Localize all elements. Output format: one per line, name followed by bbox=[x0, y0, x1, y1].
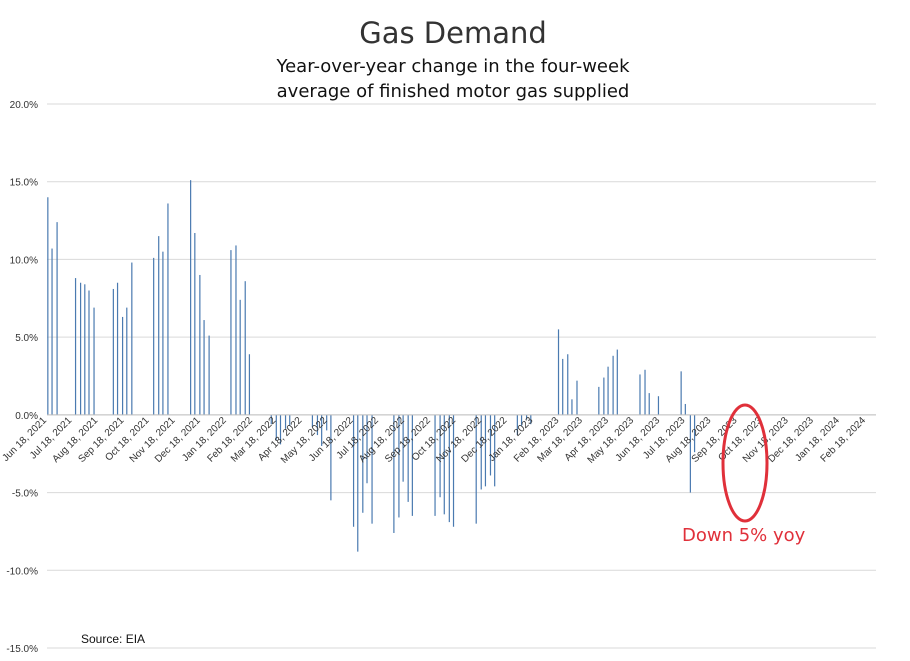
y-tick-label: -15.0% bbox=[6, 644, 38, 655]
bar bbox=[489, 414, 492, 476]
bar bbox=[162, 251, 164, 415]
bar bbox=[167, 203, 169, 415]
bar bbox=[443, 414, 445, 515]
chart-subtitle-line-2: average of finished motor gas supplied bbox=[276, 81, 630, 102]
bar bbox=[121, 316, 124, 415]
bar bbox=[326, 414, 328, 431]
y-axis-tick-labels: 20.0% 15.0% 10.0% 5.0% 0.0% -5.0% -10.0% -15.0% bbox=[6, 100, 38, 655]
bar bbox=[248, 354, 251, 415]
bar bbox=[190, 180, 192, 415]
bar bbox=[74, 278, 77, 415]
bar bbox=[571, 399, 573, 415]
bar bbox=[311, 414, 314, 428]
bar bbox=[194, 233, 196, 415]
bar bbox=[693, 414, 696, 453]
bar bbox=[126, 307, 128, 415]
bar bbox=[516, 414, 518, 436]
bar bbox=[316, 414, 319, 436]
bar bbox=[407, 414, 409, 502]
bar bbox=[657, 396, 660, 415]
bar bbox=[475, 414, 477, 524]
bar bbox=[557, 329, 560, 415]
bar bbox=[398, 414, 400, 518]
bar bbox=[84, 284, 86, 415]
bar bbox=[158, 236, 160, 415]
bar bbox=[494, 414, 496, 487]
bar bbox=[616, 349, 618, 415]
bar bbox=[330, 414, 332, 501]
bar bbox=[607, 366, 609, 415]
bar bbox=[352, 414, 355, 527]
chart-title: Gas Demand bbox=[359, 16, 547, 50]
bar bbox=[439, 414, 441, 498]
bar bbox=[79, 282, 82, 415]
y-tick-label: 5.0% bbox=[15, 333, 38, 344]
bar bbox=[239, 299, 241, 415]
bar bbox=[393, 414, 395, 533]
annotation-label: Down 5% yoy bbox=[682, 525, 806, 546]
bar bbox=[525, 414, 528, 420]
source-note: Source: EIA bbox=[81, 632, 146, 646]
bar bbox=[357, 414, 359, 552]
bar bbox=[411, 414, 413, 516]
bar bbox=[51, 248, 53, 415]
bar bbox=[603, 377, 605, 415]
bar bbox=[684, 403, 686, 415]
chart-subtitle-line-1: Year-over-year change in the four-week bbox=[276, 56, 630, 77]
bar bbox=[56, 222, 58, 415]
bar bbox=[480, 414, 482, 490]
bar bbox=[644, 369, 646, 415]
bar bbox=[112, 288, 114, 415]
bar bbox=[279, 414, 282, 445]
y-tick-label: -5.0% bbox=[12, 489, 38, 500]
bar bbox=[680, 371, 682, 415]
bar bbox=[530, 414, 532, 425]
bar bbox=[366, 414, 368, 484]
bars bbox=[47, 180, 696, 552]
highlight-circle bbox=[721, 403, 769, 523]
bar bbox=[208, 335, 210, 415]
bar bbox=[448, 414, 450, 523]
y-tick-label: 15.0% bbox=[10, 178, 38, 189]
bar bbox=[131, 262, 133, 415]
bar bbox=[689, 414, 691, 493]
bar bbox=[93, 307, 95, 415]
y-tick-label: 20.0% bbox=[10, 100, 38, 111]
bar bbox=[362, 414, 364, 513]
bar bbox=[289, 414, 291, 426]
bar bbox=[284, 414, 287, 429]
bar bbox=[520, 414, 523, 426]
bar bbox=[598, 386, 600, 415]
y-tick-label: 0.0% bbox=[15, 411, 38, 422]
bar bbox=[648, 393, 650, 415]
bar bbox=[402, 414, 404, 482]
gridlines bbox=[47, 103, 876, 649]
y-tick-label: -10.0% bbox=[6, 566, 38, 577]
bar bbox=[199, 274, 201, 415]
bar bbox=[484, 414, 487, 487]
bar bbox=[270, 414, 272, 425]
bar bbox=[244, 281, 246, 415]
bar bbox=[567, 354, 569, 415]
bar bbox=[371, 414, 373, 524]
bar bbox=[203, 320, 205, 415]
bar bbox=[434, 414, 436, 516]
bar bbox=[230, 250, 232, 415]
bar bbox=[116, 282, 119, 415]
bar bbox=[639, 374, 641, 415]
bar bbox=[235, 245, 237, 415]
bar bbox=[562, 358, 564, 415]
bar bbox=[153, 257, 155, 415]
bar bbox=[452, 414, 455, 527]
bar bbox=[576, 380, 578, 415]
bar bbox=[612, 355, 614, 415]
y-tick-label: 10.0% bbox=[10, 255, 38, 266]
bar bbox=[88, 290, 90, 415]
bar bbox=[47, 197, 49, 415]
bar bbox=[275, 414, 277, 440]
bar bbox=[321, 414, 323, 446]
